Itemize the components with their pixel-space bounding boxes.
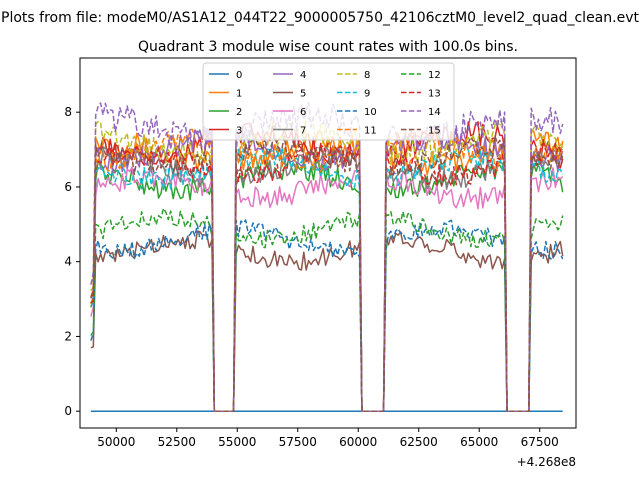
legend-label: 14 xyxy=(428,107,441,118)
legend-box xyxy=(202,62,455,141)
figure-suptitle: Plots from file: modeM0/AS1A12_044T22_90… xyxy=(1,10,639,26)
legend-label: 10 xyxy=(364,107,377,118)
y-tick-label: 4 xyxy=(64,255,72,269)
x-tick-label: 52500 xyxy=(158,435,196,449)
x-tick-label: 67500 xyxy=(521,435,559,449)
y-tick-label: 6 xyxy=(64,180,72,194)
y-axis: 0 2 4 6 8 xyxy=(64,105,80,418)
legend-label: 12 xyxy=(428,70,441,81)
axes-frame xyxy=(79,57,577,429)
series-line-9 xyxy=(90,146,564,412)
y-tick-label: 8 xyxy=(64,105,72,119)
plot-area xyxy=(90,101,564,412)
x-tick-label: 50000 xyxy=(97,435,135,449)
legend-label: 6 xyxy=(300,107,306,118)
legend-label: 5 xyxy=(300,89,306,100)
y-tick-label: 0 xyxy=(64,404,72,418)
x-axis-offset-label: +4.268e8 xyxy=(517,455,576,469)
legend-label: 4 xyxy=(300,70,306,81)
x-tick-label: 62500 xyxy=(400,435,438,449)
x-tick-label: 65000 xyxy=(460,435,498,449)
series-line-7 xyxy=(90,145,563,412)
series-line-2 xyxy=(90,156,564,412)
y-tick-label: 2 xyxy=(64,329,72,343)
series-line-12 xyxy=(90,207,564,412)
series-line-8 xyxy=(90,117,564,412)
legend-label: 8 xyxy=(364,70,370,81)
series-line-13 xyxy=(90,142,564,412)
x-axis: 50000 52500 55000 57500 60000 62500 65000 67500 xyxy=(97,428,559,449)
legend-label: 9 xyxy=(364,89,370,100)
series-line-5 xyxy=(90,230,564,412)
legend-label: 3 xyxy=(236,126,242,137)
x-tick-label: 57500 xyxy=(279,435,317,449)
x-tick-label: 60000 xyxy=(339,435,377,449)
x-tick-label: 55000 xyxy=(218,435,256,449)
legend-label: 13 xyxy=(428,89,441,100)
legend-label: 1 xyxy=(236,89,242,100)
series-line-4 xyxy=(90,124,564,412)
series-line-6 xyxy=(90,165,564,412)
legend-label: 11 xyxy=(364,126,377,137)
legend-label: 15 xyxy=(428,126,441,137)
series-line-15 xyxy=(90,134,564,412)
legend-label: 2 xyxy=(236,107,242,118)
legend-label: 0 xyxy=(236,70,242,81)
series-line-10 xyxy=(90,219,564,412)
legend-label: 7 xyxy=(300,126,306,137)
chart-title: Quadrant 3 module wise count rates with … xyxy=(138,39,518,55)
